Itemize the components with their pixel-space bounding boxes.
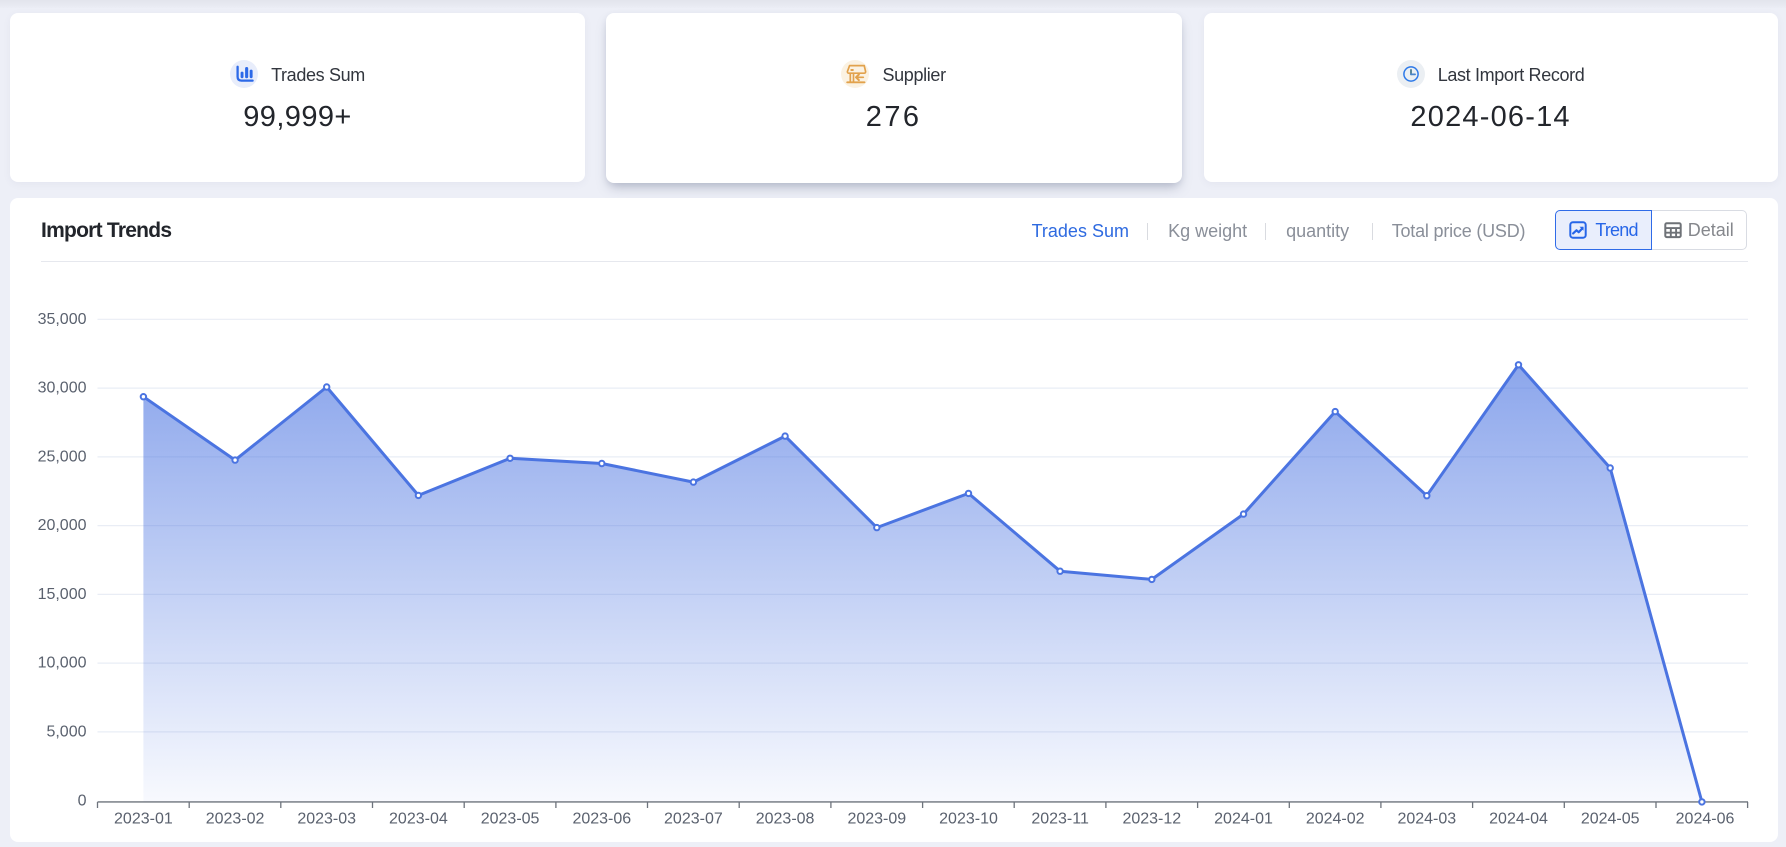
svg-text:2023-04: 2023-04 [389,811,448,828]
svg-text:2023-06: 2023-06 [572,811,631,828]
svg-text:2024-02: 2024-02 [1306,811,1365,828]
svg-text:2024-03: 2024-03 [1397,811,1456,828]
svg-text:15,000: 15,000 [38,586,87,603]
svg-text:30,000: 30,000 [38,380,87,397]
svg-text:2023-03: 2023-03 [297,811,356,828]
svg-text:35,000: 35,000 [38,311,87,328]
svg-text:10,000: 10,000 [38,655,87,672]
svg-text:2023-02: 2023-02 [206,811,265,828]
svg-text:2023-05: 2023-05 [481,811,540,828]
svg-text:25,000: 25,000 [38,448,87,465]
svg-text:2023-10: 2023-10 [939,811,998,828]
svg-text:2024-06: 2024-06 [1676,811,1735,828]
svg-text:2023-07: 2023-07 [664,811,723,828]
svg-text:2023-12: 2023-12 [1122,811,1181,828]
svg-text:2024-01: 2024-01 [1214,811,1273,828]
svg-text:2023-01: 2023-01 [114,811,173,828]
svg-text:0: 0 [78,793,87,810]
svg-text:2023-11: 2023-11 [1031,811,1089,828]
svg-text:5,000: 5,000 [46,723,86,740]
svg-text:2023-08: 2023-08 [756,811,815,828]
svg-text:2024-05: 2024-05 [1581,811,1640,828]
svg-text:2023-09: 2023-09 [847,811,906,828]
svg-text:20,000: 20,000 [38,517,87,534]
svg-text:2024-04: 2024-04 [1489,811,1548,828]
